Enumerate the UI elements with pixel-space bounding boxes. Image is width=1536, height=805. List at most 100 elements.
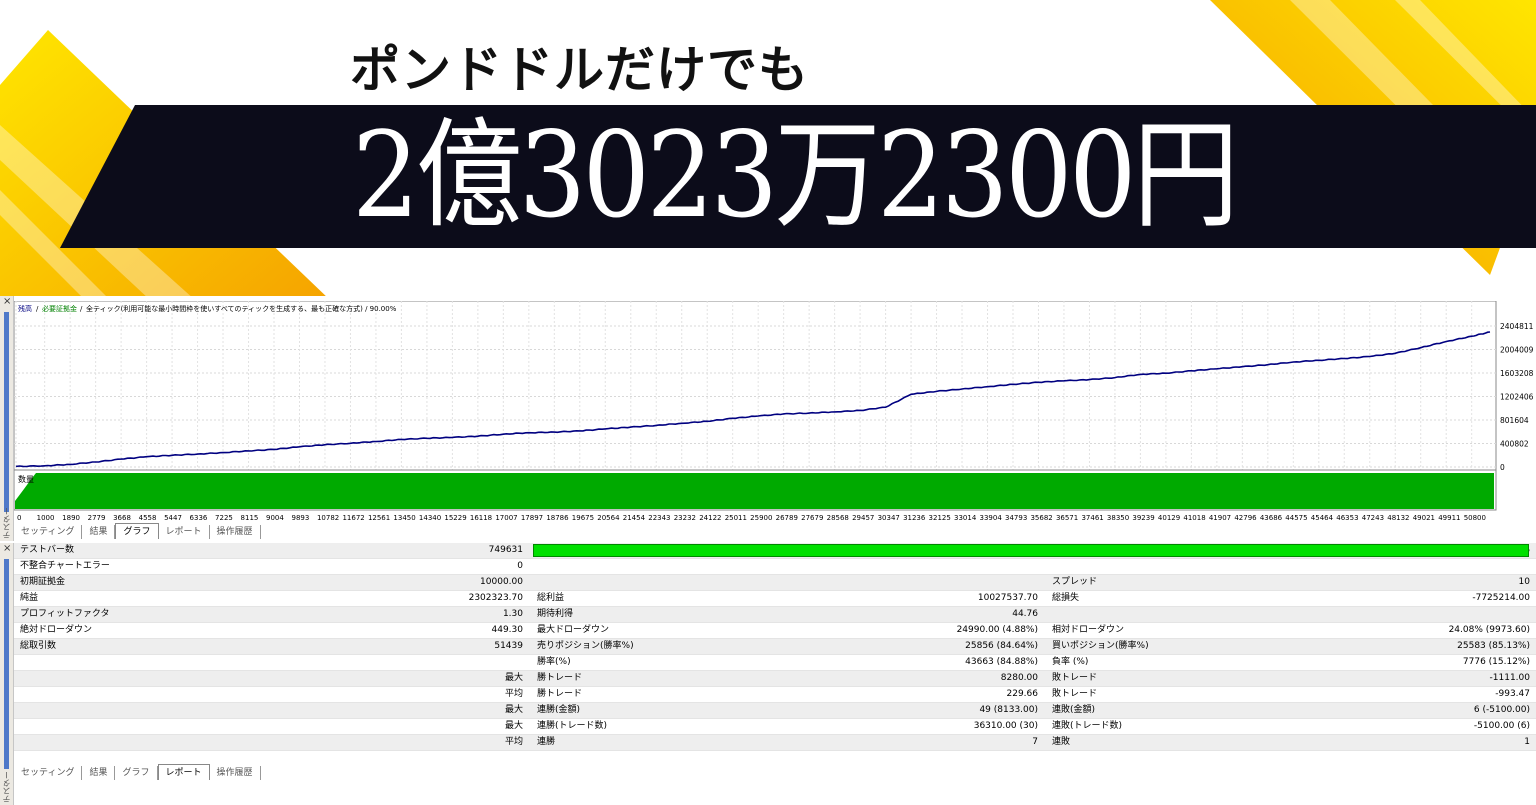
close-icon[interactable]: ×	[3, 543, 12, 554]
x-tick-label: 34793	[1005, 514, 1027, 522]
report-label: 初期証拠金	[20, 577, 66, 587]
report-label: 売りポジション(勝率%)	[537, 641, 634, 651]
report-value: 49 (8133.00)	[979, 705, 1038, 715]
y-tick-label: 801604	[1500, 416, 1529, 425]
x-tick-label: 0	[17, 514, 21, 522]
x-tick-label: 49021	[1413, 514, 1435, 522]
tab-3[interactable]: レポート	[159, 525, 210, 539]
x-tick-label: 46353	[1336, 514, 1358, 522]
x-tick-label: 24122	[699, 514, 721, 522]
report-value: -1111.00	[1489, 673, 1530, 683]
dark-band	[60, 105, 1536, 248]
report-cell: 最大	[14, 719, 529, 734]
y-tick-label: 1603208	[1500, 369, 1534, 378]
report-label: 連敗(トレード数)	[1052, 721, 1123, 731]
report-row: 純益 2302323.70 総利益 10027537.70 総損失 -7725214.00	[14, 591, 1536, 607]
report-cell	[14, 655, 529, 670]
dock-handle[interactable]	[4, 559, 9, 769]
report-row: 平均 連勝 7 連敗 1	[14, 735, 1536, 751]
tab-3[interactable]: レポート	[157, 764, 210, 780]
x-tick-label: 7225	[215, 514, 233, 522]
report-value: 24.08% (9973.60)	[1448, 625, 1530, 635]
tab-1[interactable]: 結果	[82, 525, 116, 539]
report-row: プロフィットファクタ 1.30 期待利得 44.76	[14, 607, 1536, 623]
equity-chart: 0 400802 801604 1202406 1603208 2004009 240481…	[14, 301, 1536, 523]
y-tick-label: 1202406	[1500, 392, 1534, 401]
report-label: 勝率(%)	[537, 657, 571, 667]
x-tick-label: 27679	[801, 514, 823, 522]
report-value: 229.66	[1006, 689, 1039, 699]
x-tick-label: 29457	[852, 514, 874, 522]
tab-4[interactable]: 操作履歴	[210, 525, 261, 539]
report-cell: 勝トレード 229.66	[529, 687, 1044, 702]
x-tick-label: 13450	[393, 514, 415, 522]
report-cell: 連勝(トレード数) 36310.00 (30)	[529, 719, 1044, 734]
x-tick-label: 23232	[674, 514, 696, 522]
x-tick-label: 17897	[521, 514, 543, 522]
report-cell: 負率 (%) 7776 (15.12%)	[1044, 655, 1536, 670]
report-label: 敗トレード	[1052, 673, 1098, 683]
report-label: 相対ドローダウン	[1052, 625, 1125, 635]
svg-text:/: /	[36, 305, 39, 313]
x-tick-label: 18786	[546, 514, 569, 522]
report-cell: 勝率(%) 43663 (84.88%)	[529, 655, 1044, 670]
report-cell: 連敗(金額) 6 (-5100.00)	[1044, 703, 1536, 718]
report-value: 8280.00	[1000, 673, 1038, 683]
report-value: 44.76	[1012, 609, 1038, 619]
report-cell: 売りポジション(勝率%) 25856 (84.64%)	[529, 639, 1044, 654]
tab-2[interactable]: グラフ	[115, 523, 159, 539]
report-cell: 絶対ドローダウン 449.30	[14, 623, 529, 638]
report-row: 最大 勝トレード 8280.00 敗トレード -1111.00	[14, 671, 1536, 687]
x-tick-label: 38350	[1107, 514, 1129, 522]
balance-line	[15, 331, 1491, 468]
report-label: 総損失	[1052, 593, 1080, 603]
report-cell: 最大	[14, 671, 529, 686]
report-cell: 最大	[14, 703, 529, 718]
x-tick-label: 26789	[776, 514, 798, 522]
report-label: 連勝	[537, 737, 556, 747]
x-tick-label: 9893	[291, 514, 309, 522]
report-value: 51439	[494, 641, 523, 651]
x-tick-label: 44575	[1285, 514, 1307, 522]
report-value: 最大	[504, 705, 523, 715]
tab-2[interactable]: グラフ	[115, 766, 158, 780]
report-value: -993.47	[1495, 689, 1530, 699]
report-label: 総利益	[537, 593, 565, 603]
x-tick-label: 32125	[929, 514, 951, 522]
x-tick-label: 48132	[1387, 514, 1409, 522]
report-cell: 敗トレード -993.47	[1044, 687, 1536, 702]
x-tick-label: 47243	[1362, 514, 1384, 522]
x-tick-label: 12561	[368, 514, 390, 522]
tab-1[interactable]: 結果	[82, 766, 116, 780]
tab-0[interactable]: セッティング	[14, 525, 83, 539]
legend-margin: 必要証拠金	[42, 304, 77, 313]
report-cell: プロフィットファクタ 1.30	[14, 607, 529, 622]
x-tick-label: 42796	[1234, 514, 1257, 522]
svg-text:/: /	[80, 305, 83, 313]
report-label: 最大ドローダウン	[537, 625, 610, 635]
tester-tabs-bottom: セッティング 結果 グラフ レポート 操作履歴	[14, 764, 1536, 780]
x-tick-label: 5447	[164, 514, 182, 522]
report-cell: 買いポジション(勝率%) 25583 (85.13%)	[1044, 639, 1536, 654]
report-value: 25583 (85.13%)	[1457, 641, 1530, 651]
x-tick-label: 28568	[827, 514, 849, 522]
report-cell: 初期証拠金 10000.00	[14, 575, 529, 590]
x-tick-label: 9004	[266, 514, 284, 522]
report-row: 初期証拠金 10000.00 スプレッド 10	[14, 575, 1536, 591]
report-value: 6 (-5100.00)	[1473, 705, 1530, 715]
x-tick-label: 39239	[1132, 514, 1154, 522]
close-icon[interactable]: ×	[3, 296, 12, 307]
modeling-quality-bar	[533, 544, 1529, 557]
x-tick-label: 25900	[750, 514, 772, 522]
legend-balance: 残高	[18, 304, 32, 313]
x-tick-label: 2779	[88, 514, 106, 522]
tab-0[interactable]: セッティング	[14, 766, 83, 780]
promo-banner: ポンドドルだけでも 2億3023万2300円	[0, 0, 1536, 300]
report-value: 最大	[504, 673, 523, 683]
x-tick-label: 4558	[139, 514, 157, 522]
volume-label: 数量	[18, 474, 34, 484]
report-row: 不整合チャートエラー 0	[14, 559, 1536, 575]
dock-handle[interactable]	[4, 312, 9, 512]
x-tick-label: 33014	[954, 514, 977, 522]
tab-4[interactable]: 操作履歴	[210, 766, 261, 780]
